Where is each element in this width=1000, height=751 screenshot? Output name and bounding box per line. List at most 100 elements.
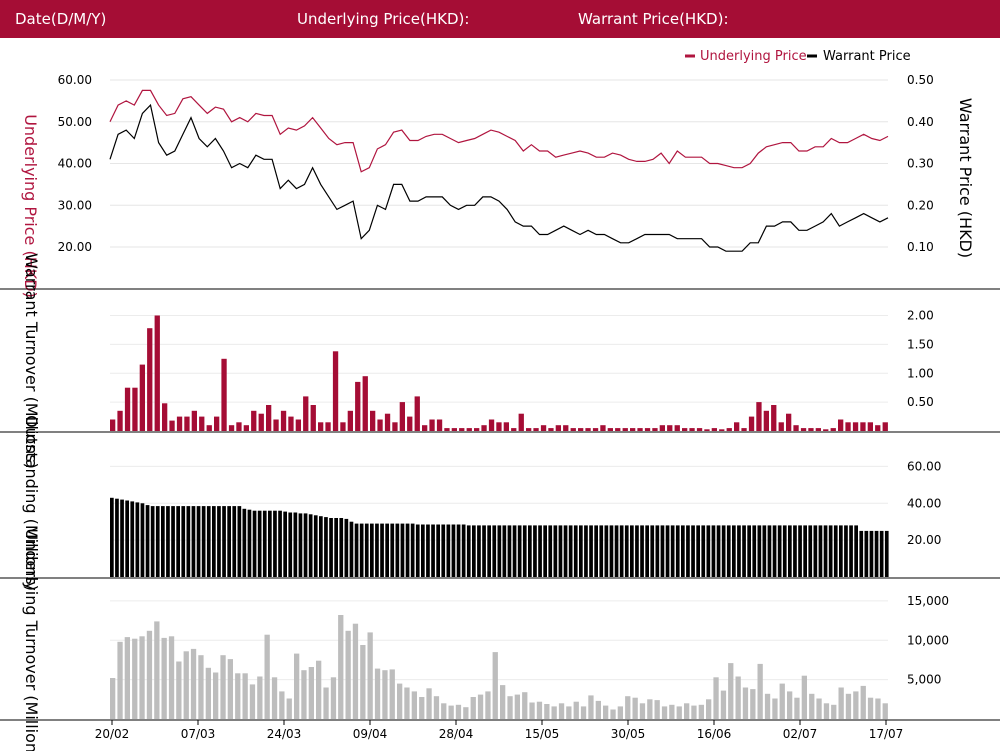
y-right-tick: 0.10 bbox=[907, 240, 934, 254]
outstanding-bar bbox=[232, 506, 237, 577]
outstanding-bar bbox=[512, 525, 517, 577]
underlying-turnover-bar bbox=[661, 706, 668, 719]
outstanding-bar bbox=[788, 525, 792, 577]
outstanding-bar bbox=[798, 525, 802, 577]
warrant-price-line bbox=[109, 103, 889, 252]
warrant-turnover-bar bbox=[228, 425, 235, 431]
outstanding-bar bbox=[772, 525, 777, 577]
y-tick: 60.00 bbox=[907, 459, 941, 473]
warrant-turnover-bar bbox=[377, 419, 383, 431]
underlying-turnover-bar bbox=[728, 663, 734, 719]
warrant-turnover-bar bbox=[436, 419, 443, 431]
underlying-turnover-bar bbox=[352, 623, 359, 719]
underlying-turnover-bar bbox=[374, 668, 381, 719]
underlying-turnover-bar bbox=[536, 701, 543, 719]
underlying-turnover-bar bbox=[463, 707, 469, 719]
warrant-turnover-bar bbox=[139, 364, 145, 431]
outstanding-bar bbox=[349, 521, 354, 577]
outstanding-bar bbox=[150, 506, 155, 577]
warrant-turnover-bar bbox=[615, 428, 621, 431]
warrant-turnover-bar bbox=[162, 403, 168, 431]
outstanding-bar bbox=[701, 525, 706, 577]
outstanding-bar bbox=[640, 525, 644, 577]
outstanding-bar bbox=[599, 525, 604, 577]
warrant-turnover-bar bbox=[444, 428, 450, 431]
outstanding-bar bbox=[533, 525, 537, 577]
warrant-turnover-bar bbox=[592, 428, 599, 431]
warrant-turnover-bar bbox=[243, 425, 249, 431]
outstanding-bar bbox=[584, 525, 588, 577]
underlying-turnover-bar bbox=[301, 670, 307, 719]
outstanding-bar bbox=[874, 530, 879, 577]
underlying-turnover-bar bbox=[801, 675, 807, 719]
warrant-turnover-bar bbox=[778, 422, 784, 431]
outstanding-bar bbox=[681, 525, 685, 577]
outstanding-bar bbox=[528, 525, 532, 577]
underlying-turnover-bar bbox=[198, 655, 204, 719]
underlying-turnover-bar bbox=[139, 636, 145, 719]
outstanding-bar bbox=[410, 523, 415, 577]
warrant-turnover-bar bbox=[488, 419, 495, 431]
warrant-turnover-bar bbox=[325, 422, 331, 431]
warrant-turnover-bar bbox=[711, 428, 717, 431]
underlying-turnover-bar bbox=[294, 653, 300, 719]
outstanding-bar bbox=[313, 515, 318, 577]
warrant-turnover-bar bbox=[266, 405, 272, 431]
warrant-turnover-bar bbox=[422, 425, 428, 431]
underlying-turnover-bar bbox=[117, 641, 123, 719]
warrant-turnover-bar bbox=[838, 419, 844, 431]
outstanding-bar bbox=[278, 510, 282, 577]
outstanding-bar bbox=[217, 506, 221, 577]
outstanding-bar bbox=[630, 525, 634, 577]
outstanding-bar bbox=[716, 525, 721, 577]
y-left-tick: 60.00 bbox=[58, 73, 92, 87]
x-tick-label: 07/03 bbox=[181, 727, 216, 741]
warrant-turnover-bar bbox=[451, 428, 457, 431]
outstanding-bar bbox=[793, 525, 797, 577]
underlying-turnover-bar bbox=[507, 696, 513, 719]
outstanding-bar bbox=[614, 525, 619, 577]
outstanding-bar bbox=[711, 525, 716, 577]
warrant-turnover-bar bbox=[496, 422, 502, 431]
outstanding-bar bbox=[487, 525, 491, 577]
outstanding-bar bbox=[196, 506, 201, 577]
outstanding-bar bbox=[145, 505, 150, 577]
underlying-turnover-bar bbox=[316, 660, 322, 719]
outstanding-bar bbox=[670, 525, 675, 577]
underlying-turnover-bar bbox=[669, 704, 675, 719]
warrant-turnover-bar bbox=[340, 422, 346, 431]
underlying-turnover-bar bbox=[617, 706, 623, 719]
outstanding-bar bbox=[507, 525, 512, 577]
outstanding-bar bbox=[675, 525, 680, 577]
outstanding-bar bbox=[308, 514, 313, 577]
outstanding-bar bbox=[456, 524, 461, 577]
underlying-turnover-bar bbox=[875, 698, 881, 719]
underlying-turnover-bar bbox=[831, 704, 837, 719]
outstanding-bar bbox=[288, 512, 293, 577]
underlying-turnover-bar bbox=[676, 706, 682, 719]
outstanding-bar bbox=[206, 506, 211, 577]
x-tick-label: 09/04 bbox=[353, 727, 388, 741]
outstanding-bar bbox=[319, 516, 323, 577]
underlying-turnover-bar bbox=[706, 699, 712, 719]
y-tick: 20.00 bbox=[907, 533, 941, 547]
warrant-turnover-bar bbox=[392, 422, 398, 431]
warrant-turnover-bar bbox=[607, 428, 613, 431]
outstanding-bar bbox=[849, 525, 853, 577]
outstanding-bar bbox=[869, 530, 874, 577]
underlying-turnover-bar bbox=[595, 700, 601, 719]
warrant-turnover-bar bbox=[258, 413, 264, 431]
warrant-turnover-bar bbox=[124, 387, 131, 431]
outstanding-bar bbox=[130, 501, 135, 577]
underlying-turnover-bar bbox=[441, 703, 447, 720]
outstanding-bar bbox=[461, 524, 466, 577]
outstanding-bar bbox=[370, 523, 374, 577]
outstanding-bar bbox=[303, 513, 308, 577]
outstanding-bar bbox=[212, 506, 216, 577]
warrant-turnover-bar bbox=[867, 422, 873, 431]
outstanding-bar bbox=[400, 523, 405, 577]
y-right-label: Warrant Price (HKD) bbox=[956, 98, 975, 258]
underlying-turnover-bar bbox=[213, 672, 219, 719]
underlying-turnover-bar bbox=[360, 645, 366, 719]
outstanding-bar bbox=[737, 525, 741, 577]
